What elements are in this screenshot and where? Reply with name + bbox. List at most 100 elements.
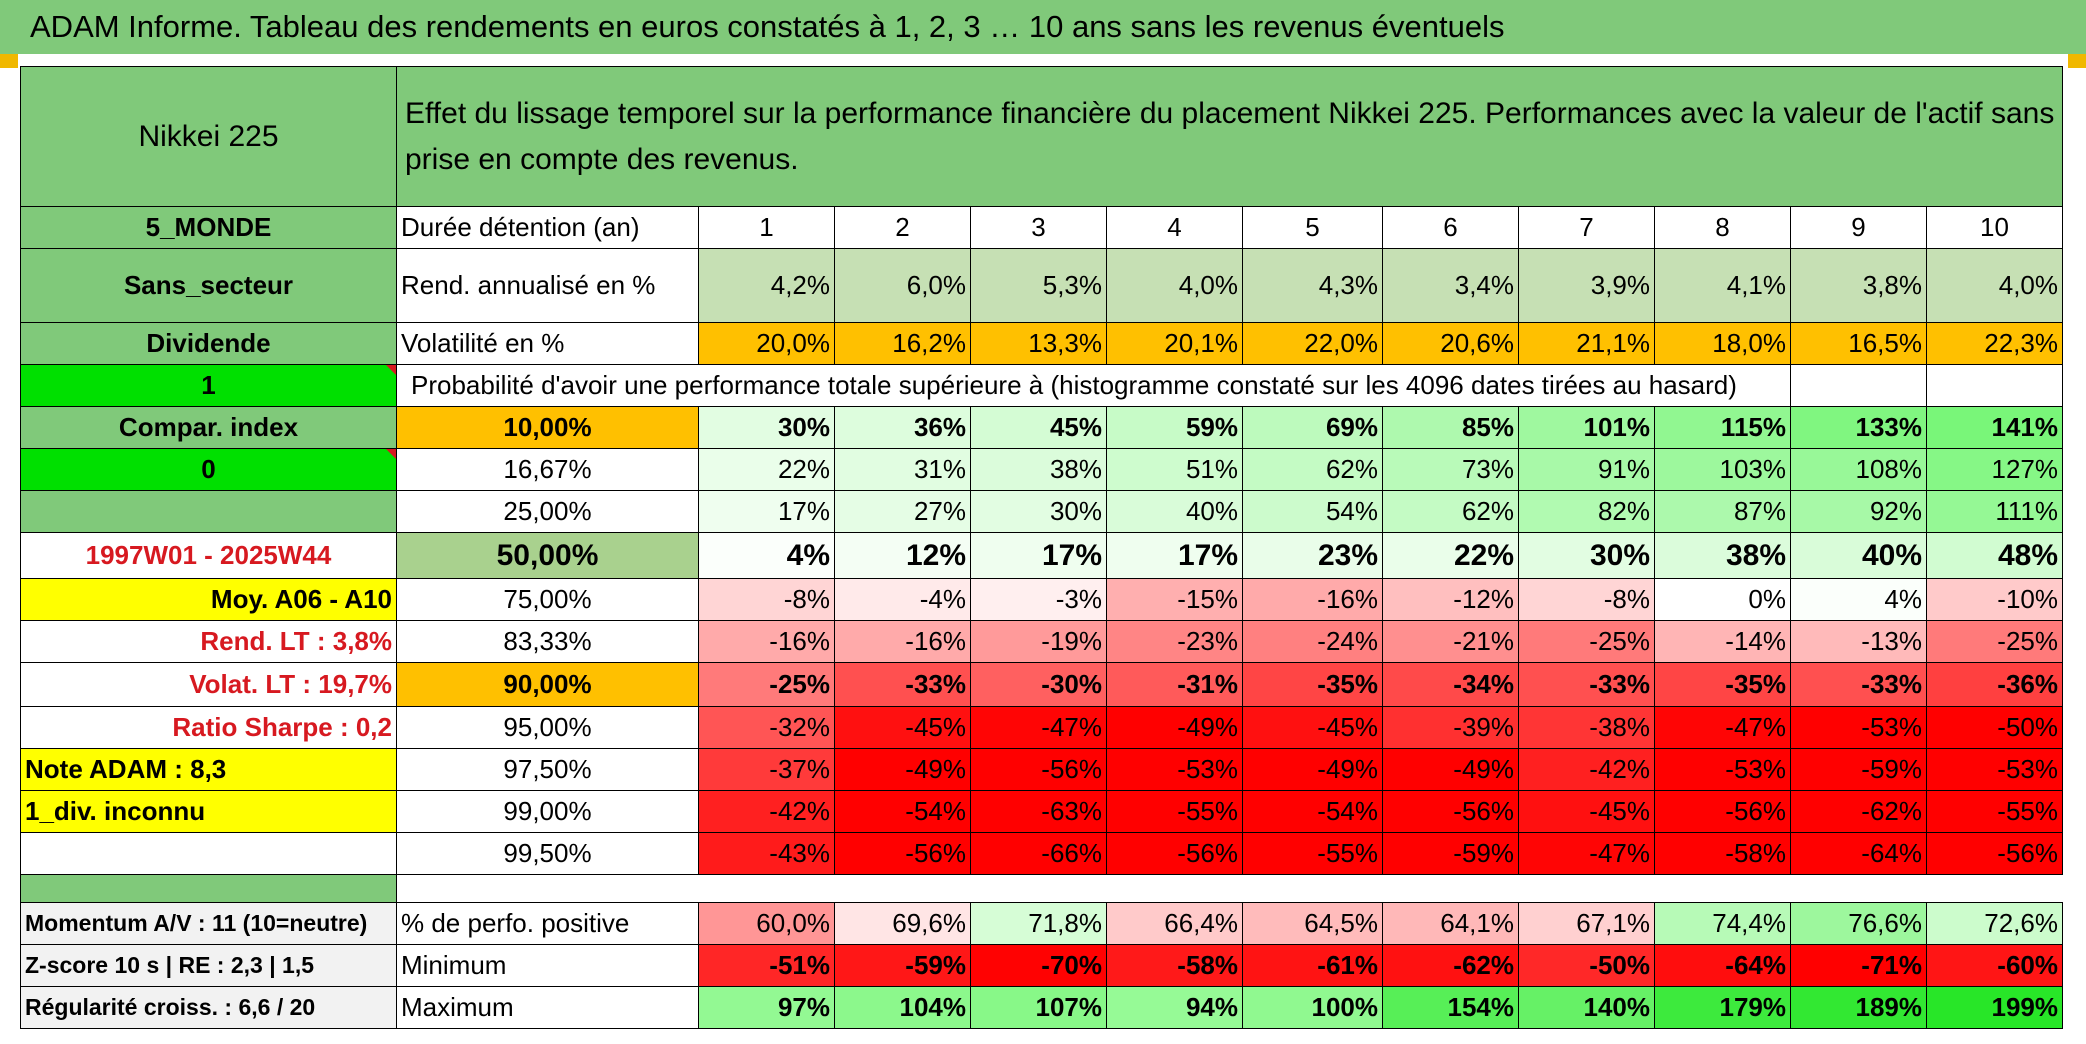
probability-cell: -3% [970,578,1107,621]
probability-cell: 31% [834,448,971,491]
sharpe-label: Ratio Sharpe : 0,2 [20,706,397,749]
year-header-4: 4 [1106,206,1243,249]
probability-threshold: 10,00% [396,406,699,449]
positive-cell: 76,6% [1790,902,1927,945]
probability-cell: -33% [1790,662,1927,707]
probability-cell: 59% [1106,406,1243,449]
probability-cell: 12% [834,532,971,579]
probability-cell: 82% [1518,490,1655,533]
note-adam-label: Note ADAM : 8,3 [20,748,397,791]
probability-threshold: 83,33% [396,620,699,663]
probability-cell: -38% [1518,706,1655,749]
probability-cell: -55% [1106,790,1243,833]
rend-cell: 5,3% [970,248,1107,323]
dividend-label: Dividende [20,322,397,365]
probability-cell: -55% [1926,790,2063,833]
max-cell: 140% [1518,986,1655,1029]
probability-cell: -15% [1106,578,1243,621]
probability-cell: 38% [1654,532,1791,579]
probability-cell: 48% [1926,532,2063,579]
year-header-3: 3 [970,206,1107,249]
probability-cell: 73% [1382,448,1519,491]
probability-cell: -36% [1926,662,2063,707]
probability-cell: 17% [970,532,1107,579]
rend-cell: 3,9% [1518,248,1655,323]
probability-cell: 133% [1790,406,1927,449]
probability-cell: 4% [1790,578,1927,621]
min-cell: -51% [698,944,835,987]
vol-cell: 16,2% [834,322,971,365]
probability-cell: -33% [834,662,971,707]
rend-lt-label: Rend. LT : 3,8% [20,620,397,663]
probability-cell: -59% [1790,748,1927,791]
probability-cell: 0% [1654,578,1791,621]
probability-cell: -16% [698,620,835,663]
min-cell: -50% [1518,944,1655,987]
probability-cell: 54% [1242,490,1383,533]
probability-cell: -56% [1926,832,2063,875]
probability-cell: -25% [698,662,835,707]
positive-cell: 72,6% [1926,902,2063,945]
min-cell: -62% [1382,944,1519,987]
probability-cell: -37% [698,748,835,791]
vol-cell: 22,3% [1926,322,2063,365]
max-cell: 97% [698,986,835,1029]
probability-cell: 22% [1382,532,1519,579]
probability-cell: 23% [1242,532,1383,579]
flag-zero: 0 [20,448,397,491]
max-cell: 94% [1106,986,1243,1029]
probability-cell: -66% [970,832,1107,875]
probability-cell: -56% [834,832,971,875]
min-cell: -61% [1242,944,1383,987]
probability-cell: -45% [1518,790,1655,833]
asset-name: Nikkei 225 [20,66,397,207]
probability-cell: -58% [1654,832,1791,875]
year-header-7: 7 [1518,206,1655,249]
probability-cell: -43% [698,832,835,875]
corner-marker-left [0,54,18,68]
probability-threshold: 25,00% [396,490,699,533]
rend-cell: 3,8% [1790,248,1927,323]
vol-cell: 18,0% [1654,322,1791,365]
sector-label: Sans_secteur [20,248,397,323]
rend-label: Rend. annualisé en % [396,248,699,323]
volat-lt-label: Volat. LT : 19,7% [20,662,397,707]
regularity-label: Régularité croiss. : 6,6 / 20 [20,986,397,1029]
max-cell: 179% [1654,986,1791,1029]
probability-cell: -55% [1242,832,1383,875]
max-cell: 100% [1242,986,1383,1029]
probability-cell: 40% [1790,532,1927,579]
probability-cell: -53% [1654,748,1791,791]
probability-cell: -56% [970,748,1107,791]
compar-index-label: Compar. index [20,406,397,449]
positive-cell: 66,4% [1106,902,1243,945]
performance-table: Nikkei 225 Effet du lissage temporel sur… [20,66,2063,1029]
probability-cell: -47% [1654,706,1791,749]
probability-threshold: 97,50% [396,748,699,791]
probability-cell: 103% [1654,448,1791,491]
probability-cell: 27% [834,490,971,533]
spacer-cell [397,875,2063,903]
probability-cell: 108% [1790,448,1927,491]
probability-cell: -16% [1242,578,1383,621]
rend-cell: 4,0% [1106,248,1243,323]
probability-cell: -53% [1926,748,2063,791]
probability-cell: -62% [1790,790,1927,833]
probability-cell: -59% [1382,832,1519,875]
vol-cell: 21,1% [1518,322,1655,365]
year-header-1: 1 [698,206,835,249]
min-cell: -58% [1106,944,1243,987]
probability-cell: -49% [1242,748,1383,791]
probability-cell: -33% [1518,662,1655,707]
probability-cell: 69% [1242,406,1383,449]
probability-cell: -13% [1790,620,1927,663]
probability-cell: -47% [1518,832,1655,875]
probability-cell: 91% [1518,448,1655,491]
positive-cell: 74,4% [1654,902,1791,945]
probability-cell: 40% [1106,490,1243,533]
probability-cell: -21% [1382,620,1519,663]
probability-cell: -49% [834,748,971,791]
probability-threshold: 50,00% [396,532,699,579]
probability-threshold: 16,67% [396,448,699,491]
probability-cell: -54% [834,790,971,833]
